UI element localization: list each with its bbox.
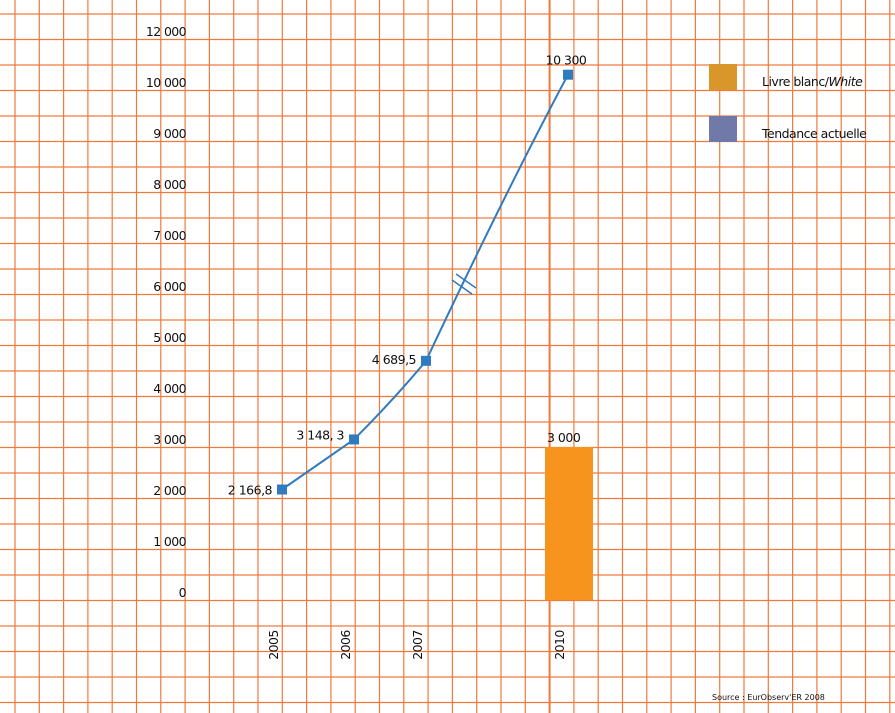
y-tick-label: 5 000 xyxy=(153,330,186,345)
y-tick-label: 2 000 xyxy=(153,483,186,498)
bar xyxy=(545,447,593,600)
data-point xyxy=(421,355,431,366)
legend-swatch xyxy=(709,64,737,90)
x-tick-label: 2006 xyxy=(338,630,353,660)
x-tick-label: 2007 xyxy=(410,630,425,659)
x-tick-label: 2005 xyxy=(266,630,281,659)
axis-break-mark xyxy=(455,273,477,289)
x-axis-tick-labels: 2005 2006 2007 2010 xyxy=(266,630,567,660)
data-point xyxy=(277,484,287,495)
data-label: 3 148, 3 xyxy=(296,427,344,442)
data-label: 4 689,5 xyxy=(372,352,416,367)
source-note: Source : EurObserv'ER 2008 xyxy=(712,693,825,702)
y-tick-label: 3 000 xyxy=(153,432,186,447)
bar-series: 3 000 xyxy=(545,430,593,600)
data-point xyxy=(349,434,359,445)
y-tick-label: 8 000 xyxy=(153,177,186,192)
y-tick-label: 10 000 xyxy=(146,75,187,90)
data-label: 3 000 xyxy=(547,430,581,445)
y-tick-label: 4 000 xyxy=(153,381,186,396)
legend-swatch xyxy=(709,116,737,142)
legend-label: Livre blanc/White xyxy=(762,74,863,89)
y-tick-label: 0 xyxy=(179,585,187,600)
series-line xyxy=(281,74,569,491)
y-tick-label: 9 000 xyxy=(153,126,186,141)
y-tick-label: 1 000 xyxy=(153,534,186,549)
legend: Livre blanc/White Tendance actuelle xyxy=(709,64,868,142)
x-tick-label: 2010 xyxy=(552,630,567,660)
data-label: 2 166,8 xyxy=(228,482,273,497)
data-point xyxy=(563,69,573,80)
legend-label: Tendance actuelle xyxy=(761,126,867,141)
y-tick-label: 6 000 xyxy=(153,279,186,294)
axis-break-mark xyxy=(451,279,473,295)
y-axis-tick-labels: 0 1 000 2 000 3 000 4 000 5 000 6 000 7 000 8 00… xyxy=(146,24,187,600)
data-label: 10 300 xyxy=(546,53,587,68)
y-tick-label: 7 000 xyxy=(153,228,186,243)
y-tick-label: 12 000 xyxy=(146,24,187,39)
line-series: 2 166,8 3 148, 3 4 689,5 10 300 xyxy=(228,53,588,498)
